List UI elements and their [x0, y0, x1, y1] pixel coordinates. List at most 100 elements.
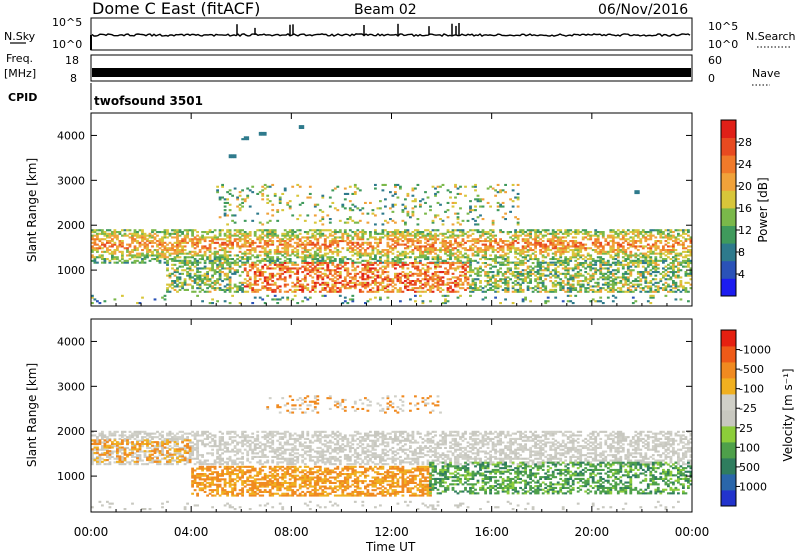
power-echo [621, 272, 625, 275]
power-echo [541, 247, 545, 250]
power-echo [213, 250, 217, 253]
power-echo [253, 276, 257, 279]
power-echo [374, 238, 377, 241]
power-echo [196, 281, 199, 284]
power-echo [318, 209, 322, 212]
power-echo [504, 271, 507, 274]
power-echo [574, 236, 578, 239]
power-echo [183, 245, 187, 248]
power-echo [161, 241, 164, 244]
power-echo [586, 231, 590, 234]
power-echo [198, 261, 202, 264]
power-echo [261, 238, 265, 241]
power-echo [196, 294, 199, 297]
power-echo [641, 247, 645, 250]
power-echo [278, 258, 282, 261]
power-echo [636, 272, 640, 275]
power-echo [298, 203, 302, 206]
power-echo [308, 271, 312, 274]
power-echo [499, 285, 502, 288]
power-echo [616, 256, 620, 259]
power-echo [356, 258, 360, 261]
power-echo [439, 271, 442, 274]
power-echo [416, 265, 420, 268]
power-echo [221, 185, 224, 188]
power-echo [391, 205, 395, 208]
power-echo [576, 281, 580, 284]
power-echo [251, 262, 255, 265]
power-echo [579, 283, 583, 286]
power-echo [484, 256, 487, 259]
power-echo [419, 290, 422, 293]
power-echo [396, 241, 400, 244]
power-echo [386, 254, 390, 257]
power-echo [639, 287, 643, 290]
power-echo [534, 245, 537, 248]
power-echo [394, 203, 397, 206]
power-echo [459, 259, 462, 262]
power-echo [591, 290, 595, 293]
power-echo [103, 250, 107, 253]
power-echo [168, 241, 172, 244]
power-echo [316, 269, 320, 272]
power-echo [436, 265, 440, 268]
power-echo [536, 241, 540, 244]
power-echo [534, 236, 537, 239]
power-echo [366, 262, 370, 265]
power-echo [479, 214, 482, 217]
power-echo [544, 231, 548, 234]
power-echo [501, 247, 505, 250]
power-echo [233, 283, 237, 286]
power-echo [581, 238, 585, 241]
power-echo [687, 238, 690, 241]
power-echo [211, 276, 214, 279]
power-echo [687, 259, 690, 262]
power-echo [311, 236, 315, 239]
power-echo [531, 269, 535, 272]
power-echo [176, 249, 179, 252]
power-echo [519, 231, 522, 234]
power-echo [96, 238, 99, 241]
power-echo [323, 274, 327, 277]
power-echo [536, 229, 540, 232]
power-echo [556, 258, 560, 261]
power-echo [589, 280, 593, 283]
power-echo [639, 245, 643, 248]
power-echo [251, 243, 255, 246]
power-echo [459, 192, 462, 195]
power-echo [634, 300, 638, 303]
power-echo [183, 259, 187, 262]
power-echo [226, 214, 229, 217]
power-echo [656, 285, 660, 288]
power-echo [446, 258, 450, 261]
power-echo [539, 287, 542, 290]
power-echo [374, 269, 377, 272]
power-echo [358, 261, 362, 264]
power-echo [684, 288, 688, 291]
power-echo [434, 240, 437, 243]
power-echo [654, 236, 658, 239]
power-echo [554, 232, 558, 235]
power-echo [644, 252, 648, 255]
power-echo [226, 258, 229, 261]
power-echo [256, 212, 260, 215]
power-echo [524, 269, 527, 272]
power-echo [261, 232, 265, 235]
power-echo [348, 280, 352, 283]
power-echo [469, 209, 472, 212]
power-echo [208, 269, 212, 272]
power-echo [596, 283, 600, 286]
power-echo [491, 229, 495, 232]
power-echo [198, 249, 202, 252]
power-echo [574, 245, 578, 248]
power-echo [278, 250, 282, 253]
power-echo [226, 278, 229, 281]
power-echo [271, 274, 275, 277]
power-echo [246, 280, 250, 283]
power-echo [576, 265, 580, 268]
power-echo [326, 265, 330, 268]
power-echo [449, 252, 452, 255]
power-echo [341, 203, 345, 206]
power-echo [414, 281, 417, 284]
power-echo [424, 249, 427, 252]
